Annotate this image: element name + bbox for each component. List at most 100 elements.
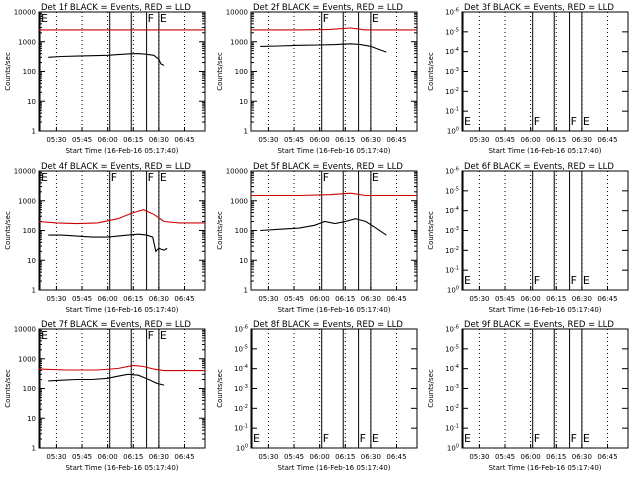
x-tick-label: 06:30	[361, 136, 381, 144]
x-tick-label: 06:00	[98, 295, 118, 303]
y-tick-label: 10-6	[445, 8, 459, 17]
y-tick-exponent: -5	[243, 344, 248, 350]
x-tick-label: 06:00	[521, 453, 541, 461]
y-tick-label: 10000	[14, 326, 36, 334]
event-marker-label: E	[160, 329, 167, 342]
event-marker-label: E	[583, 432, 590, 445]
plot-frame	[461, 328, 629, 449]
x-tick-label: 06:15	[123, 295, 143, 303]
y-tick-label: 100	[447, 444, 459, 453]
event-marker-label: F	[571, 432, 577, 445]
series-line-events	[48, 373, 165, 386]
y-tick-label: 1000	[230, 197, 248, 205]
y-tick-label: 10-3	[445, 384, 459, 393]
x-tick-label: 05:30	[469, 453, 489, 461]
series-line-events	[48, 53, 165, 66]
event-marker-label: F	[323, 171, 329, 184]
chart-title: Det 7f BLACK = Events, RED = LLD	[41, 320, 191, 330]
y-tick-exponent: 0	[456, 286, 459, 292]
y-tick-exponent: -1	[454, 424, 459, 430]
chart-title: Det 1f BLACK = Events, RED = LLD	[41, 3, 191, 13]
chart-title: Det 3f BLACK = Events, RED = LLD	[464, 3, 614, 13]
x-tick-label: 06:30	[149, 295, 169, 303]
y-axis-label: Counts/sec	[427, 211, 435, 250]
y-tick-label: 100	[235, 227, 248, 235]
y-tick-label: 100	[236, 444, 248, 453]
event-marker-label: F	[534, 274, 540, 287]
x-tick-label: 05:45	[284, 295, 304, 303]
series-line-lld	[38, 364, 205, 372]
y-tick-label: 10000	[14, 9, 36, 17]
y-tick-exponent: -2	[243, 404, 248, 410]
x-axis-label: Start Time (16-Feb-16 05:17:40)	[277, 464, 390, 472]
x-axis-label: Start Time (16-Feb-16 05:17:40)	[65, 306, 178, 314]
x-tick-label: 05:30	[469, 295, 489, 303]
x-axis-label: Start Time (16-Feb-16 05:17:40)	[65, 147, 178, 155]
event-marker-label: E	[160, 12, 167, 25]
y-tick-exponent: -6	[454, 167, 459, 173]
y-tick-label: 10000	[226, 168, 248, 176]
y-tick-label: 1000	[18, 197, 36, 205]
x-axis-label: Start Time (16-Feb-16 05:17:40)	[277, 306, 390, 314]
series-line-lld	[251, 192, 417, 197]
y-tick-label: 100	[447, 127, 459, 136]
x-tick-label: 06:45	[597, 295, 617, 303]
event-marker-label: F	[323, 12, 329, 25]
event-marker-label: F	[148, 329, 154, 342]
y-tick-label: 10-6	[445, 325, 459, 334]
y-tick-exponent: -4	[454, 47, 459, 53]
event-marker-label: E	[41, 329, 48, 342]
y-tick-exponent: -5	[454, 344, 459, 350]
y-tick-label: 10-1	[445, 424, 459, 433]
chart-panel-4: Det 4f BLACK = Events, RED = LLD Counts/s…	[4, 162, 206, 314]
y-tick-exponent: -1	[243, 424, 248, 430]
x-tick-label: 05:45	[284, 136, 304, 144]
x-tick-label: 06:15	[123, 136, 143, 144]
y-tick-exponent: 0	[456, 127, 459, 133]
event-marker-label: E	[372, 432, 379, 445]
x-axis-label: Start Time (16-Feb-16 05:17:40)	[277, 147, 390, 155]
y-tick-label: 100	[23, 385, 36, 393]
y-axis-label: Counts/sec	[216, 52, 224, 91]
y-tick-exponent: -5	[454, 186, 459, 192]
y-tick-label: 1	[32, 287, 36, 295]
x-tick-label: 05:45	[495, 136, 515, 144]
y-tick-label: 10-2	[234, 404, 248, 413]
y-tick-label: 100	[23, 68, 36, 76]
y-tick-label: 10-1	[234, 424, 248, 433]
x-tick-label: 06:30	[149, 136, 169, 144]
x-tick-label: 05:30	[46, 136, 66, 144]
x-tick-label: 06:15	[546, 295, 566, 303]
x-tick-label: 05:45	[72, 453, 92, 461]
y-axis-label: Counts/sec	[427, 52, 435, 91]
y-tick-exponent: -3	[454, 226, 459, 232]
y-tick-label: 10-3	[234, 384, 248, 393]
event-marker-label: E	[464, 432, 471, 445]
x-tick-label: 06:30	[361, 453, 381, 461]
y-axis-label: Counts/sec	[216, 369, 224, 408]
x-tick-label: 06:00	[310, 453, 330, 461]
y-tick-exponent: -1	[454, 266, 459, 272]
chart-title: Det 5f BLACK = Events, RED = LLD	[253, 162, 403, 172]
y-tick-label: 10-2	[445, 404, 459, 413]
event-marker-label: F	[534, 432, 540, 445]
chart-panel-6: Det 6f BLACK = Events, RED = LLD Counts/s…	[427, 162, 629, 314]
y-tick-label: 10-2	[445, 87, 459, 96]
x-tick-label: 06:30	[361, 295, 381, 303]
plot-frame	[250, 328, 418, 449]
event-marker-label: F	[571, 274, 577, 287]
event-marker-label: E	[41, 12, 48, 25]
x-tick-label: 06:00	[98, 453, 118, 461]
event-marker-label: F	[534, 115, 540, 128]
y-tick-label: 10-3	[445, 67, 459, 76]
y-tick-label: 10-1	[445, 107, 459, 116]
y-tick-exponent: -4	[243, 364, 248, 370]
y-tick-exponent: -3	[243, 384, 248, 390]
y-tick-label: 1	[32, 445, 36, 453]
y-tick-label: 10-4	[445, 364, 459, 373]
event-marker-label: E	[160, 171, 167, 184]
x-tick-label: 06:45	[597, 136, 617, 144]
x-tick-label: 05:45	[495, 295, 515, 303]
y-tick-label: 100	[447, 286, 459, 295]
